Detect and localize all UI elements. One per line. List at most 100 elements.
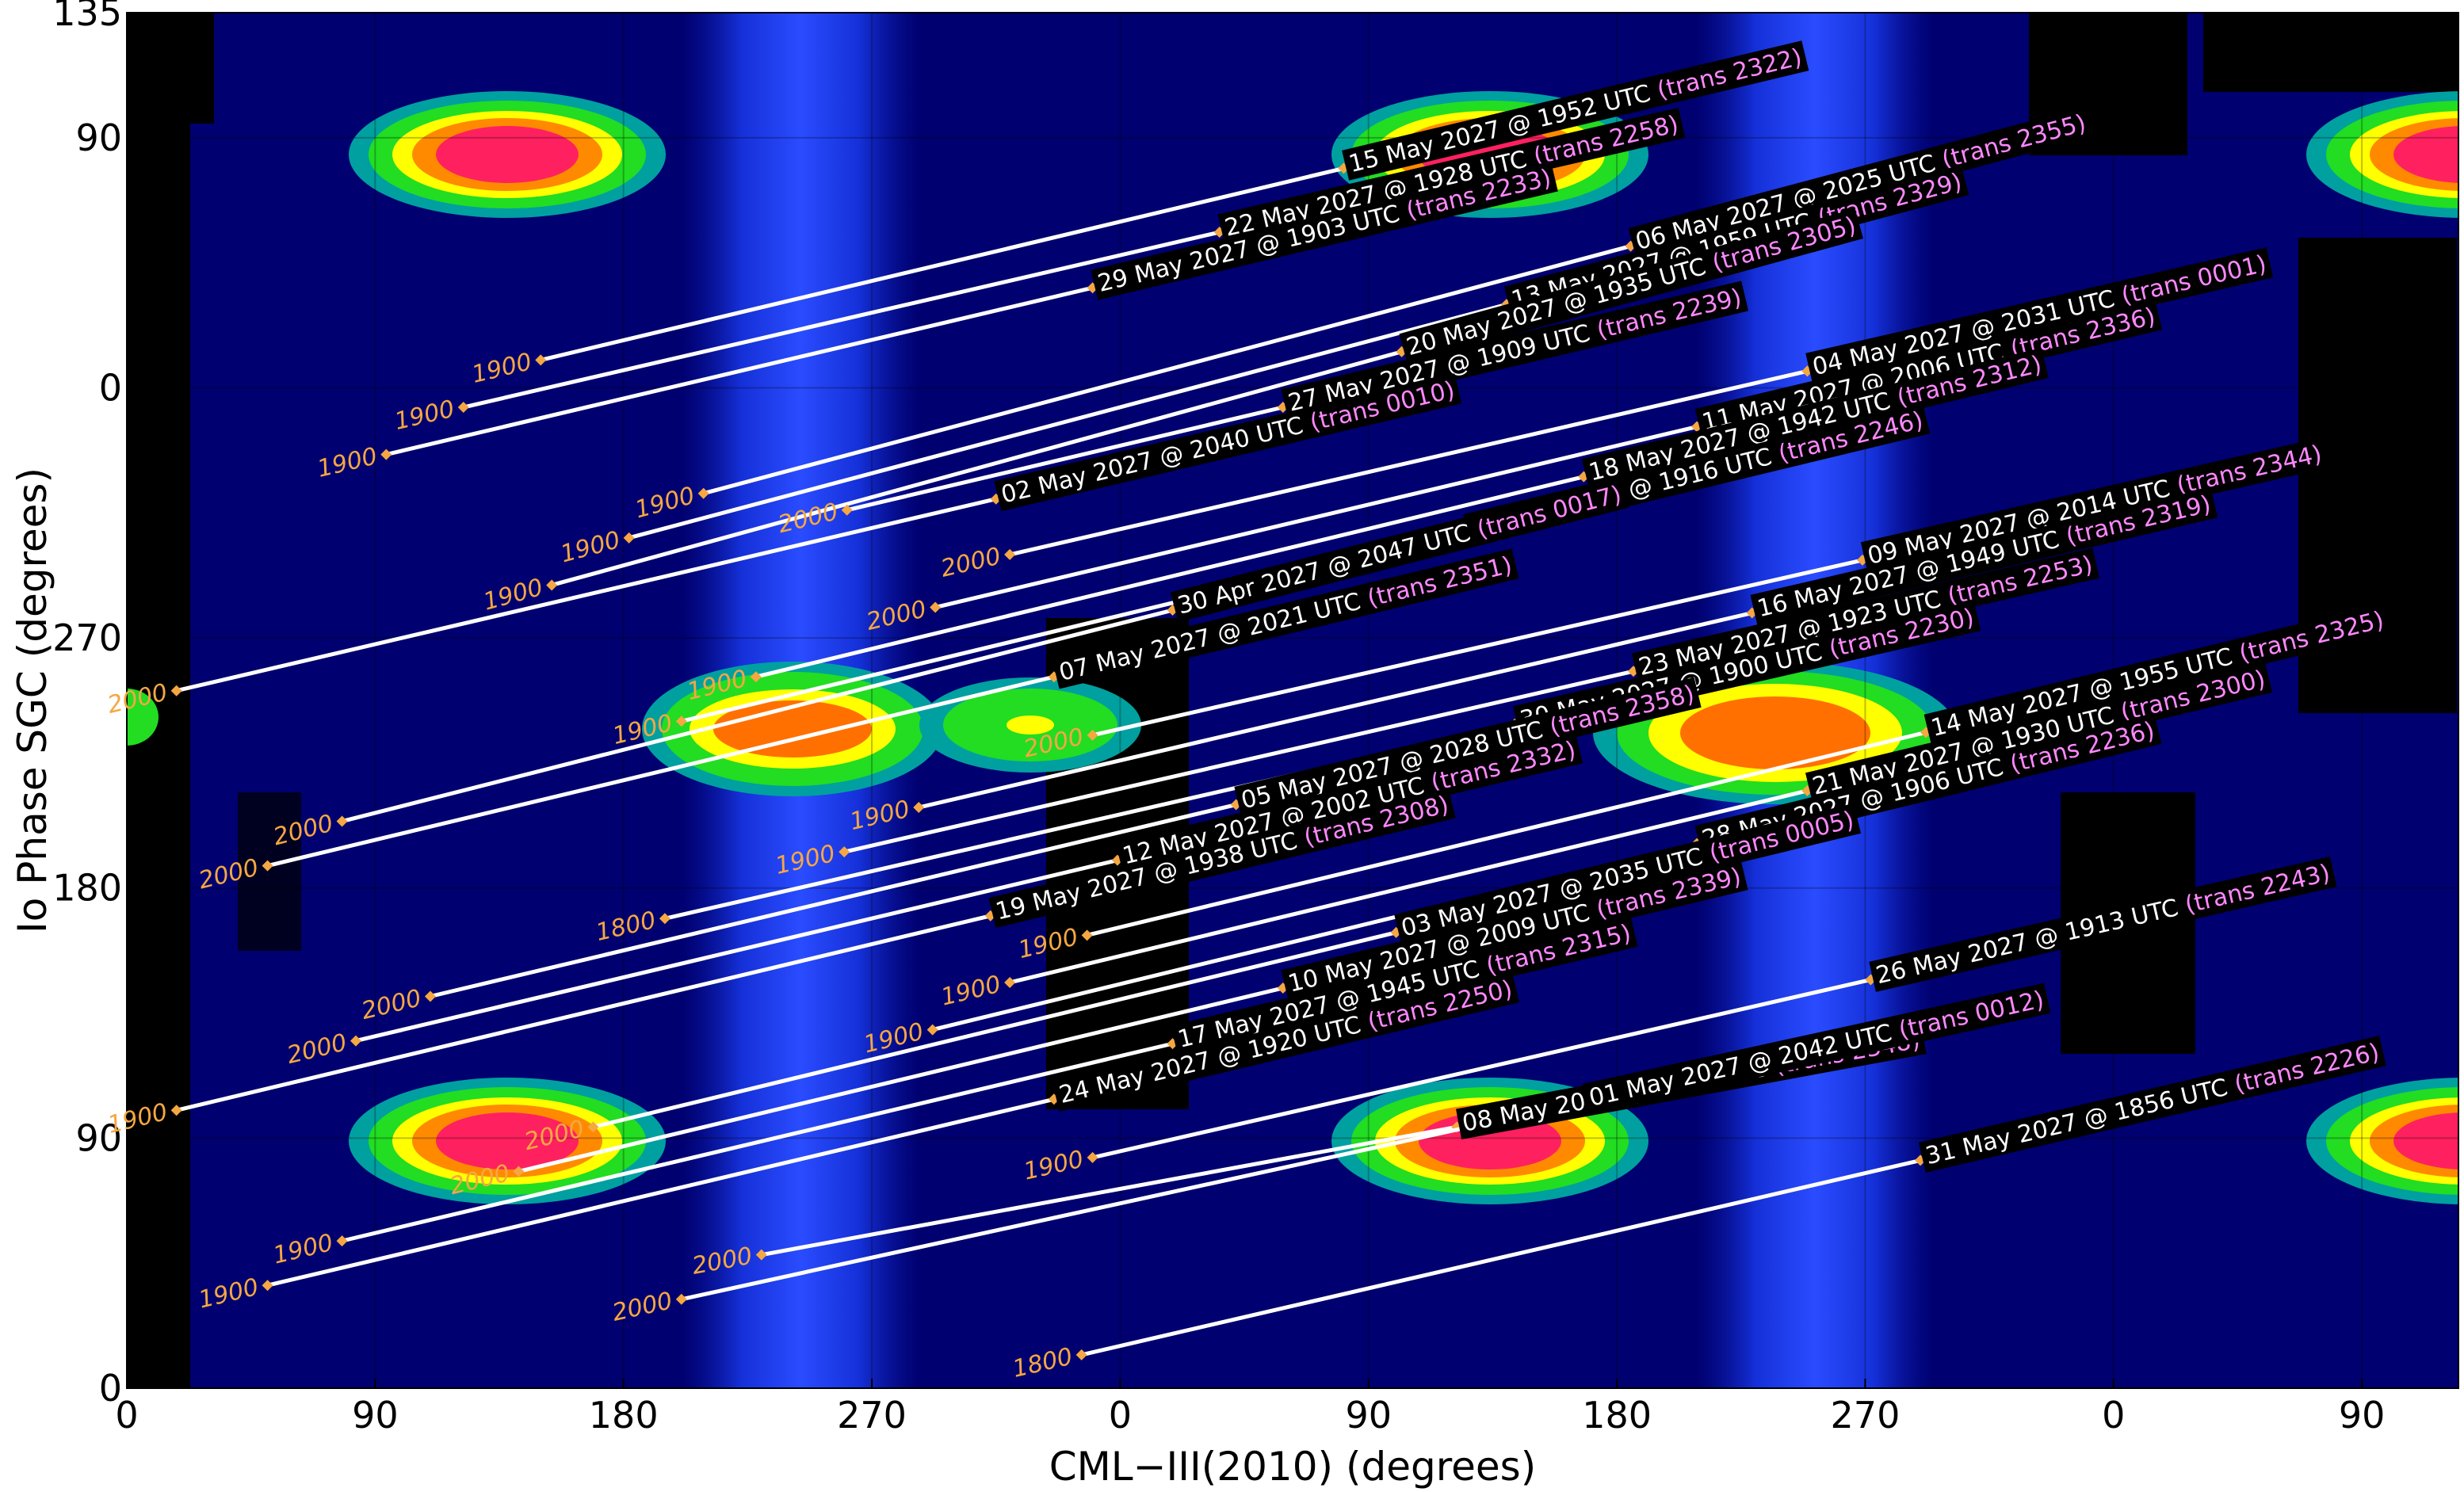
label-background <box>1217 107 1686 245</box>
track-start <box>1087 729 1098 741</box>
track-start <box>839 846 850 858</box>
track-line <box>341 608 1174 823</box>
y-tick-label: 135 <box>52 0 122 34</box>
track-start <box>457 402 469 414</box>
track-start <box>535 354 547 366</box>
track-line <box>1092 558 1863 738</box>
track-line <box>1009 368 1808 557</box>
track-line <box>846 405 1284 513</box>
track-line <box>934 425 1698 609</box>
track-start <box>546 579 558 591</box>
y-tick-label: 270 <box>52 616 122 659</box>
track-line <box>176 497 997 693</box>
track-line <box>1087 730 1927 937</box>
track-line <box>761 1124 1457 1257</box>
track-line <box>628 302 1507 540</box>
label-background <box>1750 487 2218 625</box>
track-start <box>1087 1151 1098 1163</box>
track-start <box>659 913 670 925</box>
track-start <box>913 802 925 814</box>
hot-spot <box>349 91 666 218</box>
label-background <box>1234 677 1702 817</box>
track-line <box>266 674 1055 868</box>
grid <box>126 12 2458 1389</box>
x-tick-label: 0 <box>2102 1394 2125 1437</box>
y-axis-label: Io Phase SGC (degrees) <box>10 467 55 933</box>
track-start <box>587 1121 599 1133</box>
track-line <box>385 285 1094 457</box>
y-tick-label: 90 <box>75 1116 122 1159</box>
label-background <box>1281 280 1749 420</box>
track-start <box>262 1280 273 1292</box>
track-start <box>1004 548 1016 560</box>
x-tick-label: 0 <box>1109 1394 1132 1437</box>
track-line <box>681 1100 1584 1302</box>
track-start <box>350 1035 361 1047</box>
x-axis-label: CML−III(2010) (degrees) <box>1049 1444 1536 1490</box>
track-start <box>336 1235 348 1247</box>
label-background <box>994 373 1462 512</box>
x-tick-label: 90 <box>2339 1394 2386 1437</box>
hot-spot <box>2306 1078 2458 1204</box>
label-background <box>1115 733 1583 873</box>
track-start <box>1081 929 1093 941</box>
x-tick-label: 90 <box>352 1394 399 1437</box>
label-background <box>1918 1036 2386 1173</box>
hot-spot <box>919 677 1141 773</box>
track-line <box>266 1097 1055 1288</box>
track-line <box>518 986 1284 1173</box>
label-background <box>1869 856 2337 992</box>
track-start <box>170 685 182 696</box>
track-line <box>540 166 1344 362</box>
track-start <box>755 1249 767 1261</box>
track-line <box>1092 978 1871 1160</box>
hot-spot <box>349 1078 666 1204</box>
track-start <box>170 1105 182 1116</box>
track-start <box>930 601 942 613</box>
label-background <box>1170 477 1629 623</box>
label-background <box>1281 860 1748 1001</box>
track-start <box>262 860 273 872</box>
label-background <box>1399 208 1863 364</box>
label-background <box>1860 437 2329 573</box>
x-tick-label: 180 <box>1582 1394 1652 1437</box>
label-background <box>1342 40 1809 181</box>
track-line <box>918 611 1753 810</box>
hot-spot <box>642 662 943 796</box>
x-tick-label: 90 <box>1345 1394 1392 1437</box>
x-tick-label: 270 <box>1831 1394 1901 1437</box>
label-background <box>1091 161 1558 300</box>
track-line <box>755 475 1584 679</box>
label-background <box>1628 106 2093 258</box>
x-tick-label: 180 <box>589 1394 659 1437</box>
track-start <box>697 487 709 499</box>
track-start <box>675 1293 687 1305</box>
y-tick-label: 180 <box>52 867 122 910</box>
x-tick-label: 270 <box>837 1394 907 1437</box>
track-start <box>926 1024 938 1036</box>
y-tick-label: 90 <box>75 116 122 159</box>
hot-spot <box>127 689 159 746</box>
track-line <box>355 858 1118 1044</box>
track-start <box>336 815 348 827</box>
track-line <box>703 244 1632 496</box>
track-start <box>424 990 436 1002</box>
label-background <box>1052 972 1519 1112</box>
track-start <box>841 504 853 516</box>
y-tick-label: 0 <box>99 366 122 409</box>
label-background <box>1631 548 2100 684</box>
hot-spot <box>2306 91 2458 218</box>
track-start <box>750 671 762 683</box>
label-background <box>1582 983 2051 1115</box>
track-line <box>1081 1158 1921 1357</box>
y-tick-label: 0 <box>99 1367 122 1410</box>
track-start <box>675 715 687 727</box>
track-line <box>551 349 1403 587</box>
label-background <box>1394 803 1862 945</box>
track-start <box>623 532 635 544</box>
track-start <box>1004 976 1016 988</box>
track-line <box>1009 788 1808 985</box>
label-background <box>1805 247 2274 383</box>
label-background <box>1581 347 2049 490</box>
